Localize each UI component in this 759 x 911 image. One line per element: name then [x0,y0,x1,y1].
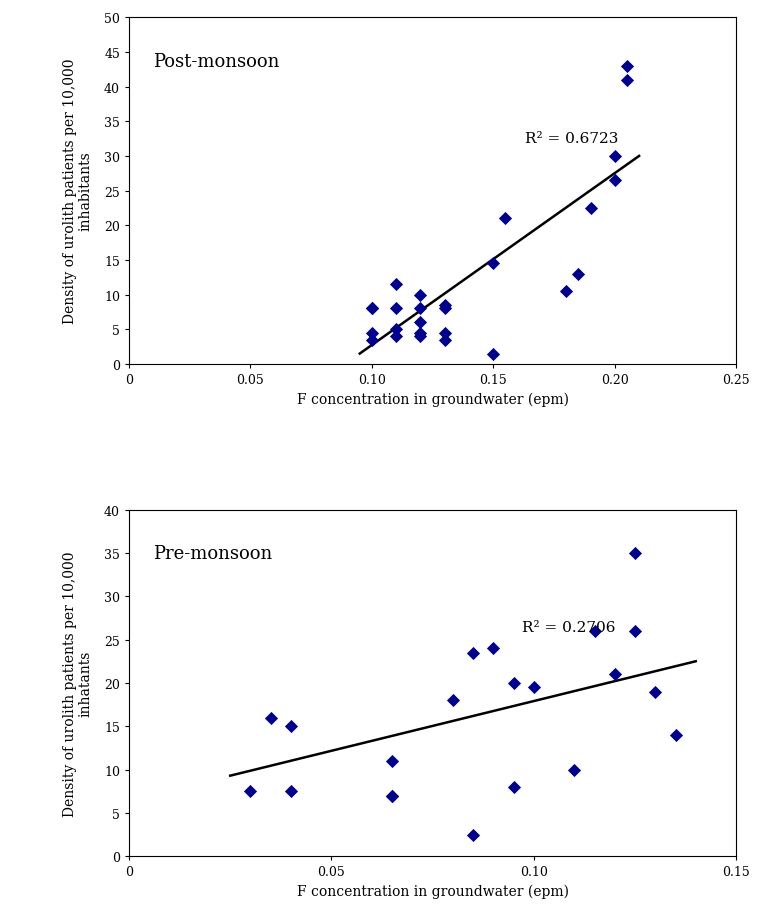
Point [414,302,427,316]
Point [414,288,427,302]
Text: R² = 0.2706: R² = 0.2706 [521,620,616,634]
Point [609,149,621,164]
Point [487,347,499,362]
Point [568,763,581,777]
Point [508,676,520,691]
Point [414,330,427,344]
Point [649,684,661,699]
Point [390,278,402,292]
Point [439,326,451,341]
Point [414,316,427,331]
Point [386,753,398,768]
Point [366,326,378,341]
Point [572,267,584,281]
Y-axis label: Density of urolith patients per 10,000
inhabitants: Density of urolith patients per 10,000 i… [63,59,93,324]
Point [439,299,451,313]
Point [467,646,479,660]
Point [366,333,378,348]
Point [386,788,398,803]
Point [621,73,633,87]
Point [265,711,277,725]
Point [447,693,459,708]
Point [467,827,479,842]
Point [584,201,597,216]
Point [439,333,451,348]
Point [386,788,398,803]
Point [390,322,402,337]
X-axis label: F concentration in groundwater (epm): F concentration in groundwater (epm) [297,884,568,898]
Text: Post-monsoon: Post-monsoon [153,53,280,71]
Point [669,728,682,742]
Point [560,284,572,299]
Point [439,302,451,316]
Point [499,211,512,226]
Point [487,257,499,271]
Point [528,681,540,695]
Point [508,780,520,794]
Point [390,302,402,316]
Point [629,546,641,560]
Y-axis label: Density of urolith patients per 10,000
inhatants: Density of urolith patients per 10,000 i… [63,550,93,815]
Point [366,302,378,316]
Text: Pre-monsoon: Pre-monsoon [153,545,272,563]
Point [414,326,427,341]
Point [487,641,499,656]
Point [588,624,600,639]
Point [609,174,621,189]
Point [629,624,641,639]
Point [244,784,257,799]
Text: R² = 0.6723: R² = 0.6723 [525,132,619,146]
Point [285,784,297,799]
Point [390,330,402,344]
Point [609,667,621,681]
X-axis label: F concentration in groundwater (epm): F concentration in groundwater (epm) [297,392,568,406]
Point [621,59,633,74]
Point [366,302,378,316]
Point [285,719,297,733]
